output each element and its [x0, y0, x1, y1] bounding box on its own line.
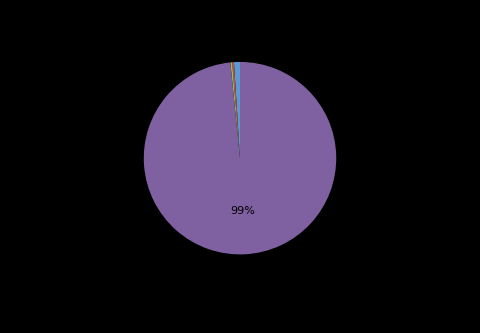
Wedge shape: [234, 62, 240, 158]
Text: 99%: 99%: [230, 206, 255, 216]
Wedge shape: [232, 62, 240, 158]
Wedge shape: [144, 62, 336, 254]
Wedge shape: [230, 62, 240, 158]
